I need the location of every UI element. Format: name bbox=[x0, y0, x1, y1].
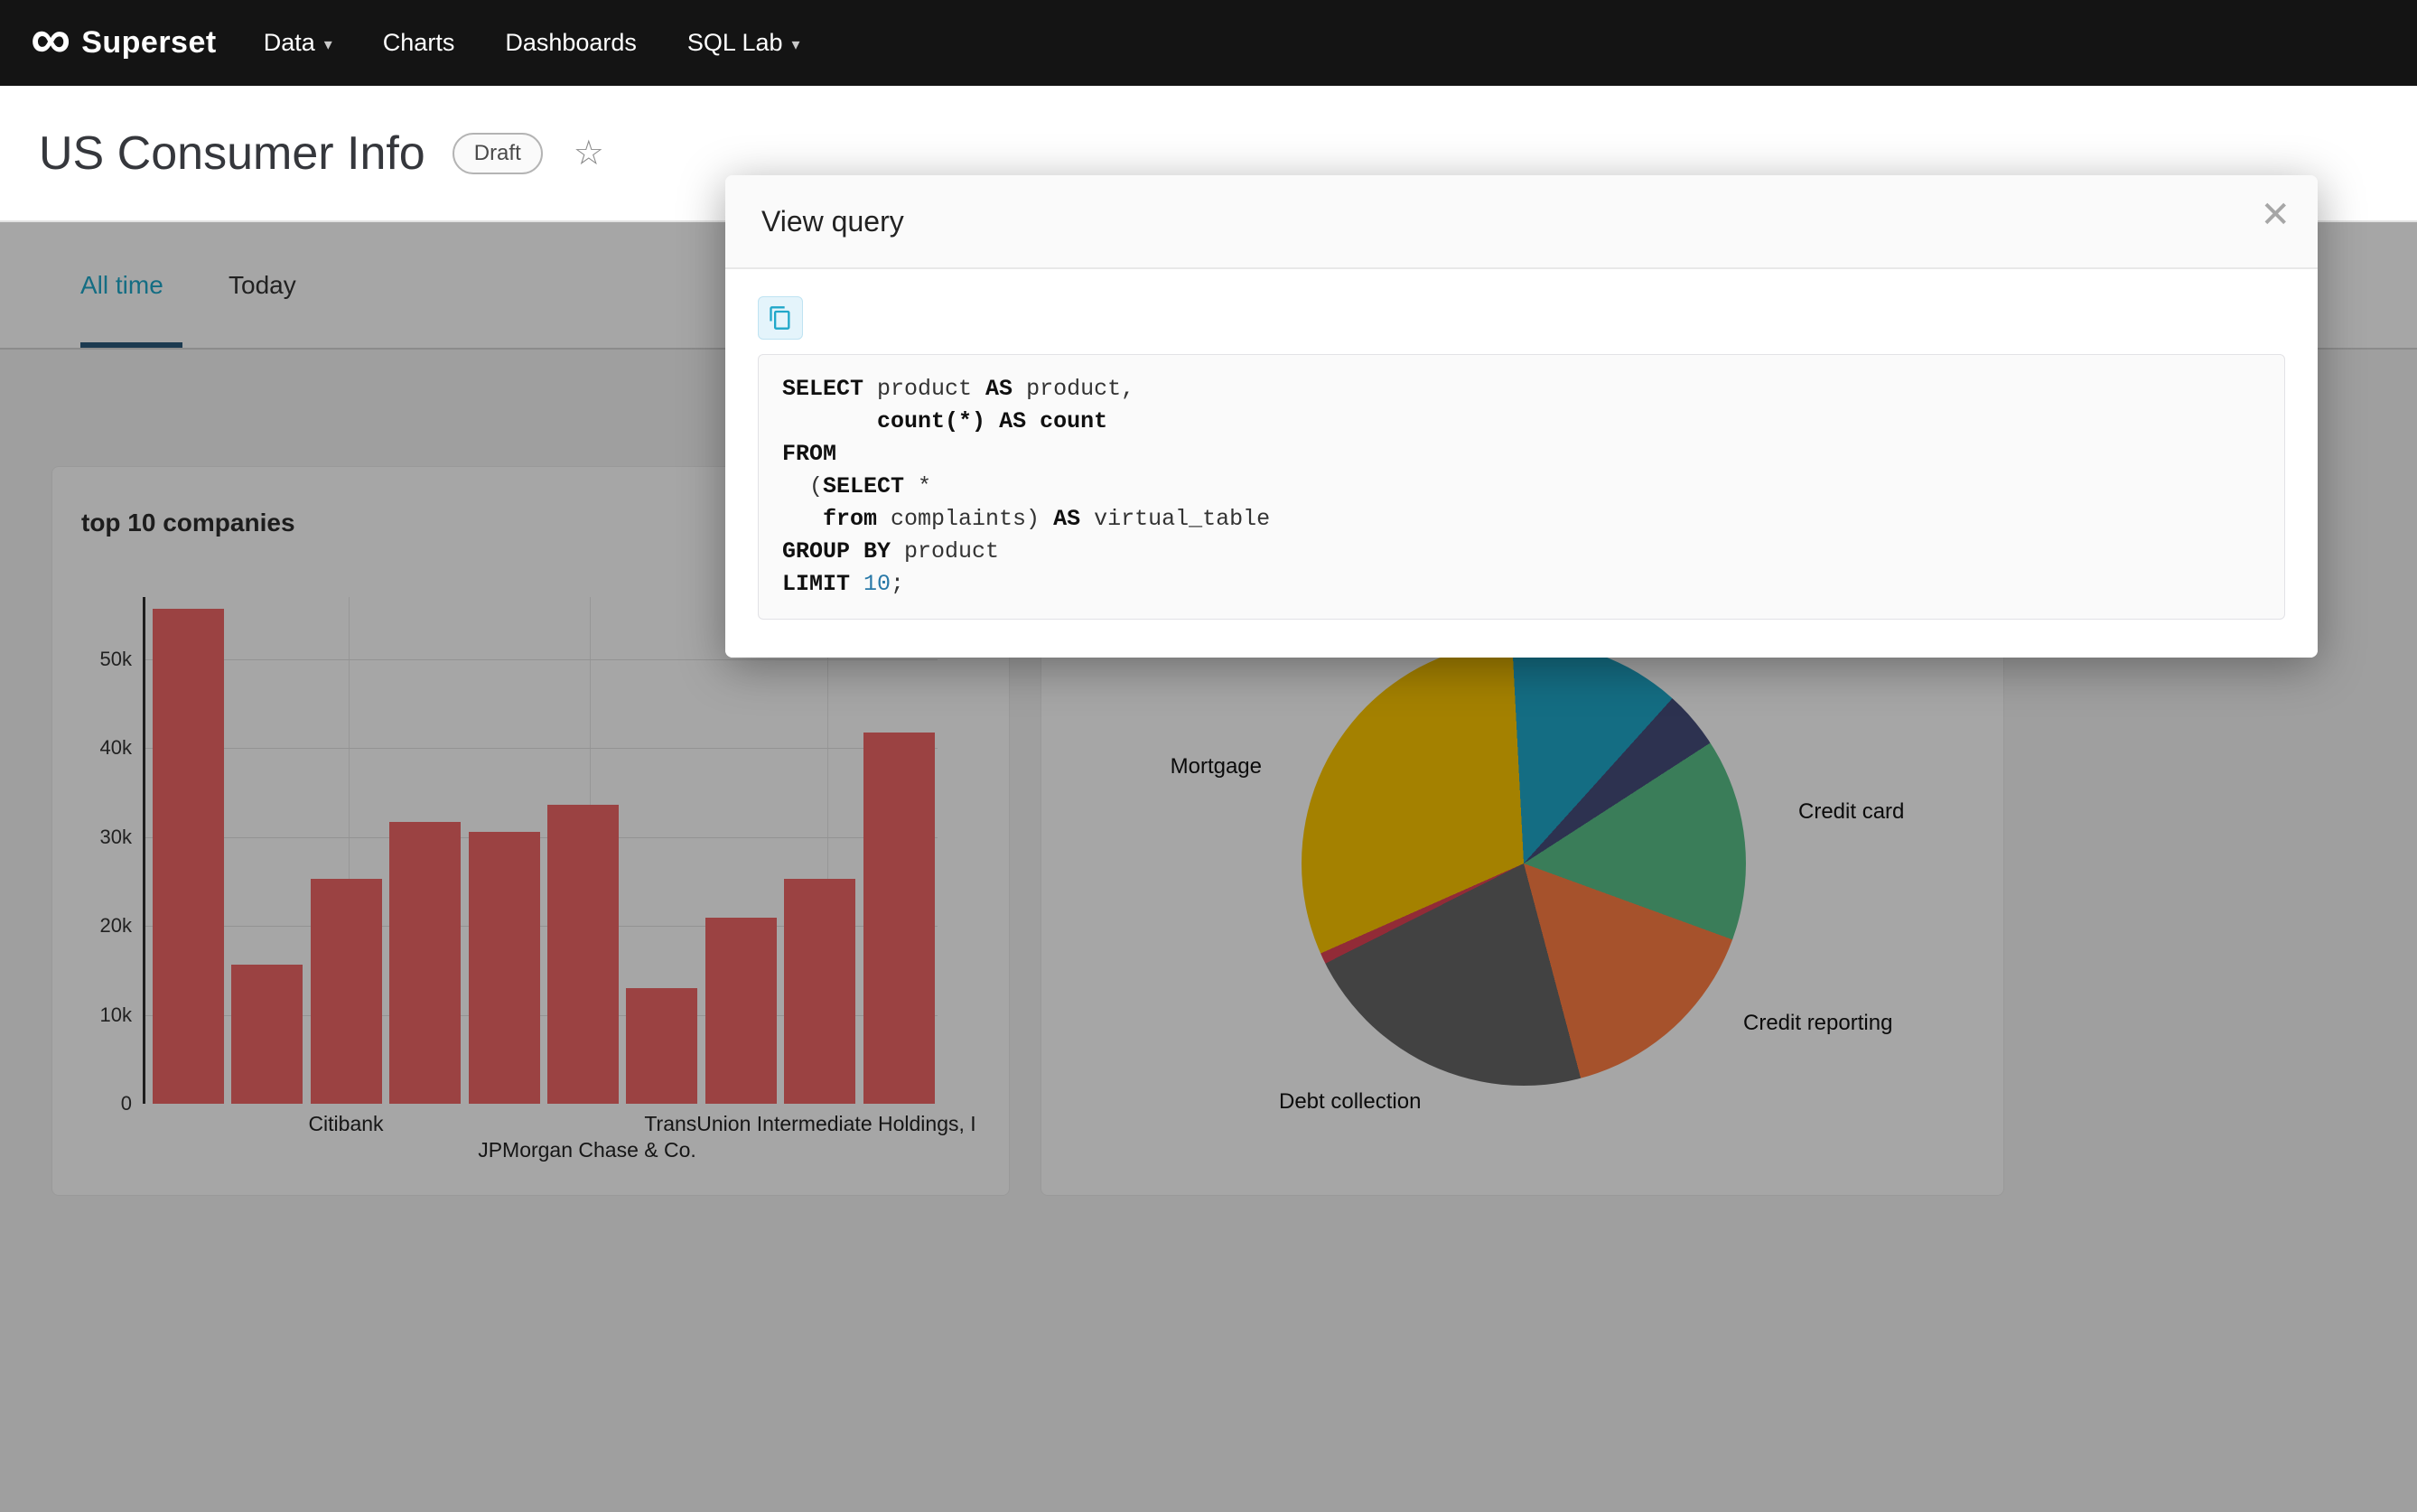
infinity-logo-icon: ∞ bbox=[31, 7, 71, 70]
x-axis-label: Citibank bbox=[308, 1112, 384, 1135]
grid-line bbox=[145, 926, 938, 928]
grid-line bbox=[145, 1014, 938, 1016]
view-query-modal: View query ✕ SELECT product AS product, … bbox=[725, 175, 2318, 658]
nav-item-sql-lab[interactable]: SQL Lab ▾ bbox=[687, 29, 800, 57]
nav-item-label: Data bbox=[263, 29, 315, 56]
copy-icon bbox=[768, 305, 793, 331]
active-tab-indicator bbox=[80, 342, 182, 348]
nav-item-data[interactable]: Data ▾ bbox=[264, 29, 332, 57]
page-title: US Consumer Info bbox=[39, 126, 425, 180]
nav-item-dashboards[interactable]: Dashboards bbox=[505, 29, 637, 57]
x-axis-label: JPMorgan Chase & Co. bbox=[478, 1138, 696, 1162]
x-axis-label: TransUnion Intermediate Holdings, I bbox=[644, 1112, 976, 1135]
bar-plot bbox=[143, 597, 938, 1104]
grid-line bbox=[145, 836, 938, 838]
bar-6 bbox=[626, 988, 698, 1104]
nav-item-label: Dashboards bbox=[505, 29, 637, 56]
y-axis-label: 30k bbox=[99, 825, 132, 848]
chart-title: top 10 companies bbox=[81, 509, 295, 537]
pie-slice-label: Mortgage bbox=[1170, 754, 1262, 779]
status-badge: Draft bbox=[452, 132, 543, 174]
y-axis-label: 40k bbox=[99, 736, 132, 760]
bar-5 bbox=[547, 805, 619, 1104]
copy-button[interactable] bbox=[758, 296, 803, 340]
y-axis-label: 10k bbox=[99, 1003, 132, 1026]
close-icon[interactable]: ✕ bbox=[2260, 195, 2291, 235]
bar-1 bbox=[231, 965, 303, 1104]
pie-slice-label: Debt collection bbox=[1279, 1089, 1422, 1114]
grid-line bbox=[349, 597, 350, 1104]
top-nav: ∞ Superset Data ▾ Charts Dashboards SQL … bbox=[0, 0, 2417, 86]
y-axis-label: 0 bbox=[120, 1092, 132, 1115]
pie-slice-label: Credit reporting bbox=[1743, 1011, 1893, 1035]
pie-slice-label: Credit card bbox=[1798, 799, 1905, 824]
nav-item-label: SQL Lab bbox=[686, 29, 783, 56]
grid-line bbox=[145, 748, 938, 750]
modal-body: SELECT product AS product, count(*) AS c… bbox=[725, 269, 2318, 658]
bar-2 bbox=[310, 879, 382, 1104]
sql-code: SELECT product AS product, count(*) AS c… bbox=[758, 354, 2285, 620]
bar-8 bbox=[784, 879, 856, 1104]
bar-7 bbox=[705, 918, 777, 1104]
y-axis-label: 50k bbox=[99, 647, 132, 670]
brand-name: Superset bbox=[81, 25, 217, 60]
bar-4 bbox=[468, 832, 540, 1104]
pie-chart bbox=[1302, 641, 1746, 1086]
chevron-down-icon: ▾ bbox=[791, 35, 800, 53]
grid-line bbox=[827, 597, 828, 1104]
modal-title: View query bbox=[761, 204, 904, 238]
nav-item-charts[interactable]: Charts bbox=[383, 29, 455, 57]
grid-line bbox=[145, 658, 938, 660]
main-menu: Data ▾ Charts Dashboards SQL Lab ▾ bbox=[264, 29, 800, 57]
modal-header: View query ✕ bbox=[725, 175, 2318, 269]
tab-all-time[interactable]: All time bbox=[80, 270, 163, 299]
bar-9 bbox=[863, 733, 935, 1104]
bar-3 bbox=[389, 822, 462, 1104]
chevron-down-icon: ▾ bbox=[323, 35, 332, 53]
y-axis-label: 20k bbox=[99, 914, 132, 938]
tab-today[interactable]: Today bbox=[229, 270, 296, 299]
superset-logo[interactable]: ∞ Superset bbox=[31, 11, 217, 67]
nav-item-label: Charts bbox=[382, 29, 455, 56]
bar-0 bbox=[153, 609, 224, 1104]
favorite-star-icon[interactable]: ☆ bbox=[573, 135, 604, 173]
